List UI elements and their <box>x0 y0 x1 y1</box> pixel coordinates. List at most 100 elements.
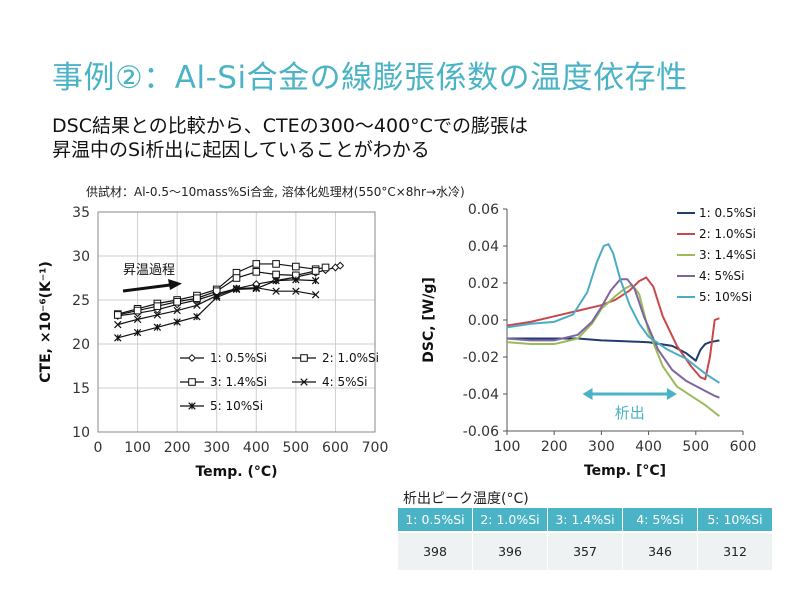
dsc-legend-label: 1: 0.5%Si <box>699 206 756 220</box>
cte-x-tick-label: 700 <box>362 440 389 456</box>
cte-legend-label: 5: 10%Si <box>210 399 263 413</box>
cte-data-point <box>193 294 201 303</box>
dsc-x-tick-label: 600 <box>730 439 757 455</box>
cte-data-point <box>153 302 162 310</box>
dsc-series-line <box>506 283 721 417</box>
cte-y-axis-title: CTE, ×10⁻⁶(K⁻¹) <box>38 261 54 382</box>
cte-chart: 10 15 20 25 30 35 0 100 200 300 400 500 600 700 昇温過程 1:… <box>38 205 389 480</box>
peak-table-value-cell: 398 <box>398 531 473 570</box>
dsc-chart: -0.06 -0.04 -0.02 0.00 0.02 0.04 0.06 100 200 300… <box>421 202 757 479</box>
cte-data-point <box>188 402 196 410</box>
cte-data-point <box>193 301 201 310</box>
dsc-annotation-arrow-head-right <box>666 388 677 400</box>
dsc-y-tick-label: -0.04 <box>463 387 499 403</box>
cte-data-point <box>114 320 122 329</box>
cte-x-tick-label: 300 <box>203 440 230 456</box>
cte-data-point <box>336 261 345 270</box>
cte-legend-label: 4: 5%Si <box>322 375 367 389</box>
cte-data-point <box>300 378 308 386</box>
dsc-y-tick-label: 0.00 <box>468 313 499 329</box>
cte-x-tick-label: 100 <box>124 440 151 456</box>
subtitle-line-2: 昇温中のSi析出に起因していることがわかる <box>52 139 430 161</box>
dsc-x-tick-label: 200 <box>541 439 568 455</box>
cte-data-point <box>252 268 261 276</box>
cte-y-tick-label: 35 <box>72 205 90 221</box>
dsc-y-axis-title: DSC, [W/g] <box>421 277 437 363</box>
cte-data-point <box>311 276 320 285</box>
dsc-series-line <box>507 337 720 362</box>
slide-title: 事例②：Al-Si合金の線膨張係数の温度依存性 <box>52 60 688 96</box>
cte-data-point <box>187 353 197 363</box>
dsc-annotation-arrow-head-left <box>582 388 593 400</box>
dsc-y-tick-label: 0.06 <box>468 202 499 218</box>
cte-data-point <box>272 276 280 285</box>
cte-data-point <box>133 328 142 337</box>
cte-annotation-arrow-shaft <box>122 283 171 293</box>
cte-y-tick-label: 10 <box>72 425 90 441</box>
dsc-x-tick-label: 400 <box>635 439 662 455</box>
dsc-y-tick-label: 0.02 <box>468 276 499 292</box>
cte-x-axis-title: Temp. (°C) <box>195 464 277 480</box>
cte-annotation-label: 昇温過程 <box>123 263 175 278</box>
cte-y-tick-label: 15 <box>72 381 90 397</box>
dsc-series-line <box>506 276 720 381</box>
cte-plot-frame <box>97 211 376 433</box>
cte-legend-label: 1: 0.5%Si <box>210 351 267 365</box>
cte-legend-label: 3: 1.4%Si <box>210 375 267 389</box>
cte-x-tick-label: 200 <box>164 440 191 456</box>
cte-y-tick-label: 30 <box>72 249 90 265</box>
cte-data-point <box>114 334 122 342</box>
dsc-y-tick-label: -0.06 <box>463 424 499 440</box>
cte-data-point <box>272 260 280 268</box>
dsc-legend-label: 3: 1.4%Si <box>699 248 756 262</box>
cte-data-point <box>272 287 280 295</box>
cte-y-tick-label: 20 <box>72 337 90 353</box>
sample-note: 供試材：Al-0.5～10mass%Si合金, 溶体化処理材(550°C×8hr… <box>86 185 465 199</box>
dsc-series-line <box>506 278 720 399</box>
cte-legend: 1: 0.5%Si 2: 1.0%Si 3: 1.4%Si 4: 5%Si 5: 10%… <box>180 351 379 413</box>
peak-table-header-cell: 5: 10%Si <box>697 508 773 532</box>
cte-series <box>114 276 320 342</box>
cte-data-point <box>232 285 241 294</box>
cte-data-point <box>153 323 162 332</box>
peak-table-value-cell: 396 <box>472 531 548 570</box>
dsc-y-tick-label: 0.04 <box>468 239 499 255</box>
subtitle-line-1: DSC結果との比較から、CTEの300～400°Cでの膨張は <box>52 115 528 137</box>
slide-subtitle: DSC結果との比較から、CTEの300～400°Cでの膨張は 昇温中のSi析出に… <box>52 114 528 162</box>
cte-data-point <box>173 297 181 306</box>
dsc-x-tick-label: 100 <box>494 439 521 455</box>
dsc-y-tick-label: -0.02 <box>463 350 499 366</box>
dsc-series-line <box>506 243 720 384</box>
cte-data-point <box>212 293 221 302</box>
cte-y-tick-label: 25 <box>72 293 90 309</box>
peak-table-header-cell: 2: 1.0%Si <box>472 508 548 532</box>
cte-x-tick-label: 500 <box>282 440 309 456</box>
cte-data-point <box>113 311 122 319</box>
dsc-legend-label: 5: 10%Si <box>699 290 752 304</box>
cte-data-point <box>321 263 330 272</box>
cte-data-point <box>153 311 162 319</box>
dsc-x-tick-label: 500 <box>682 439 709 455</box>
cte-x-tick-label: 400 <box>243 440 270 456</box>
cte-data-point <box>133 306 142 315</box>
cte-data-point <box>252 284 261 293</box>
cte-data-point <box>133 315 142 324</box>
cte-x-tick-label: 0 <box>94 440 103 456</box>
peak-table-header-row: 1: 0.5%Si 2: 1.0%Si 3: 1.4%Si 4: 5%Si 5: 10%… <box>398 508 773 532</box>
peak-table-value-cell: 346 <box>622 531 698 570</box>
cte-data-point <box>292 287 300 295</box>
dsc-legend-label: 4: 5%Si <box>699 269 744 283</box>
cte-data-point <box>272 270 280 279</box>
peak-table-header-cell: 1: 0.5%Si <box>398 508 473 532</box>
peak-table-title: 析出ピーク温度(°C) <box>403 491 529 507</box>
cte-data-point <box>292 276 300 284</box>
cte-data-point <box>300 354 308 362</box>
peak-table-header-cell: 3: 1.4%Si <box>547 508 623 532</box>
dsc-legend-label: 2: 1.0%Si <box>699 227 756 241</box>
cte-annotation-arrow-head <box>168 279 182 290</box>
dsc-legend: 1: 0.5%Si 2: 1.0%Si 3: 1.4%Si 4: 5%Si 5: 10%… <box>677 206 756 304</box>
cte-data-point <box>173 306 181 315</box>
cte-data-point <box>311 290 320 299</box>
cte-data-point <box>292 262 300 271</box>
